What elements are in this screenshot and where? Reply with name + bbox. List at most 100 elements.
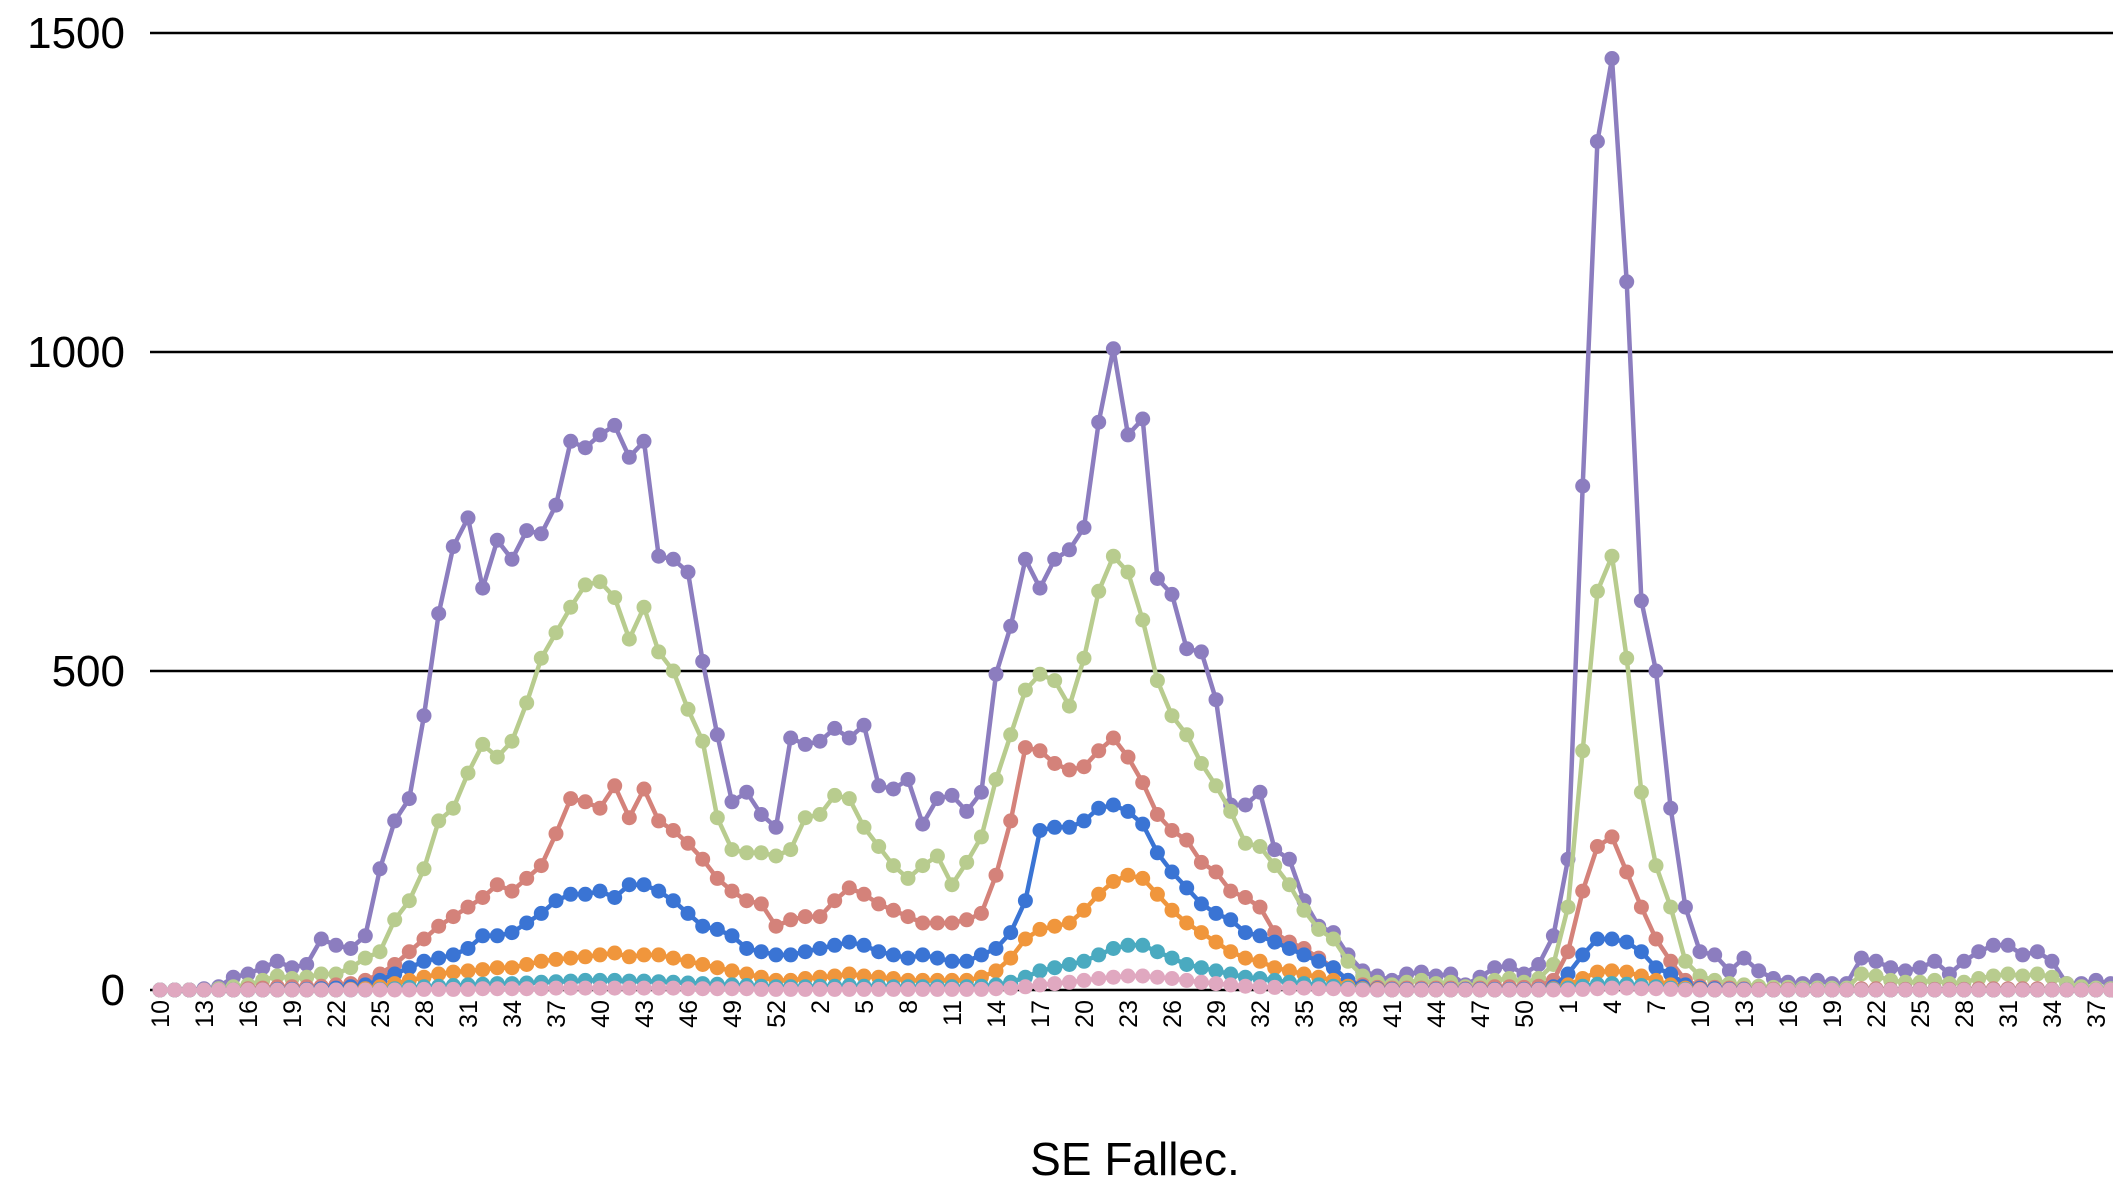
data-point	[577, 440, 593, 456]
data-point	[445, 947, 461, 963]
data-point	[1325, 960, 1341, 976]
data-point	[240, 982, 256, 998]
data-point	[313, 931, 329, 947]
data-point	[343, 960, 359, 976]
data-point	[372, 982, 388, 998]
data-point	[709, 960, 725, 976]
x-tick-label: 41	[1379, 1000, 1407, 1028]
data-point	[284, 982, 300, 998]
data-point	[1091, 886, 1107, 902]
data-point	[2059, 982, 2075, 998]
data-point	[651, 548, 667, 564]
data-point	[563, 791, 579, 807]
x-tick-label: 28	[1951, 1000, 1979, 1028]
data-point	[2015, 947, 2031, 963]
data-point	[563, 433, 579, 449]
data-point	[1237, 978, 1253, 994]
data-point	[1663, 953, 1679, 969]
data-point	[665, 893, 681, 909]
data-point	[1105, 341, 1121, 357]
data-point	[577, 577, 593, 593]
data-point	[1208, 778, 1224, 794]
data-point	[431, 918, 447, 934]
data-point	[621, 980, 637, 996]
data-point	[1472, 982, 1488, 998]
data-point	[1707, 982, 1723, 998]
x-tick-label: 37	[2083, 1000, 2111, 1028]
data-point	[1047, 551, 1063, 567]
data-point	[504, 981, 520, 997]
data-point	[1091, 971, 1107, 986]
data-point	[812, 807, 828, 822]
data-point	[489, 877, 505, 893]
data-point	[1560, 982, 1576, 998]
data-point	[680, 701, 696, 717]
data-point	[665, 663, 681, 679]
data-point	[929, 950, 945, 966]
data-point	[1076, 759, 1092, 775]
data-point	[1223, 912, 1239, 928]
data-point	[328, 937, 344, 953]
x-tick-label: 44	[1423, 1000, 1451, 1028]
x-tick-label: 28	[411, 1000, 439, 1028]
data-point	[533, 905, 549, 921]
data-point	[1164, 902, 1180, 918]
data-point	[431, 950, 447, 966]
data-point	[1003, 980, 1019, 996]
data-point	[1237, 950, 1253, 966]
data-point	[841, 934, 857, 950]
data-point	[299, 982, 315, 998]
data-point	[445, 909, 461, 925]
x-tick-label: 32	[1247, 1000, 1275, 1028]
data-point	[797, 981, 813, 997]
data-point	[1692, 944, 1708, 960]
data-point	[665, 551, 681, 567]
data-point	[152, 982, 168, 998]
data-point	[2015, 982, 2031, 998]
data-point	[1061, 698, 1077, 714]
data-point	[1912, 982, 1928, 998]
data-point	[445, 800, 461, 816]
data-point	[1179, 957, 1195, 972]
data-point	[944, 877, 960, 893]
data-point	[1516, 982, 1532, 998]
data-point	[1355, 982, 1371, 998]
data-point	[753, 807, 769, 822]
data-point	[724, 928, 740, 944]
data-point	[1076, 813, 1092, 829]
x-tick-label: 22	[323, 1000, 351, 1028]
data-point	[1120, 749, 1136, 765]
data-point	[988, 772, 1004, 787]
data-point	[1047, 819, 1063, 835]
x-tick-label: 35	[1291, 1000, 1319, 1028]
data-point	[548, 826, 564, 842]
data-point	[915, 816, 931, 832]
data-point	[739, 784, 755, 800]
x-axis-label: SE Fallec.	[1030, 1133, 1240, 1184]
data-point	[1604, 51, 1620, 66]
data-point	[1751, 982, 1767, 998]
data-point	[1311, 921, 1327, 937]
data-point	[577, 886, 593, 902]
data-point	[753, 944, 769, 960]
data-point	[255, 960, 271, 976]
data-point	[621, 949, 637, 965]
data-point	[1149, 571, 1165, 586]
data-point	[533, 858, 549, 874]
data-point	[607, 778, 623, 794]
data-point	[988, 963, 1004, 979]
data-point	[489, 981, 505, 997]
data-point	[504, 733, 520, 749]
data-point	[636, 947, 652, 963]
data-point	[1003, 813, 1019, 829]
data-point	[1164, 971, 1180, 986]
data-point	[665, 823, 681, 838]
data-point	[1179, 832, 1195, 848]
data-point	[445, 981, 461, 997]
data-point	[621, 877, 637, 893]
data-point	[1105, 797, 1121, 813]
x-tick-label: 40	[587, 1000, 615, 1028]
data-point	[1824, 982, 1840, 998]
data-point	[783, 981, 799, 997]
data-point	[651, 980, 667, 996]
